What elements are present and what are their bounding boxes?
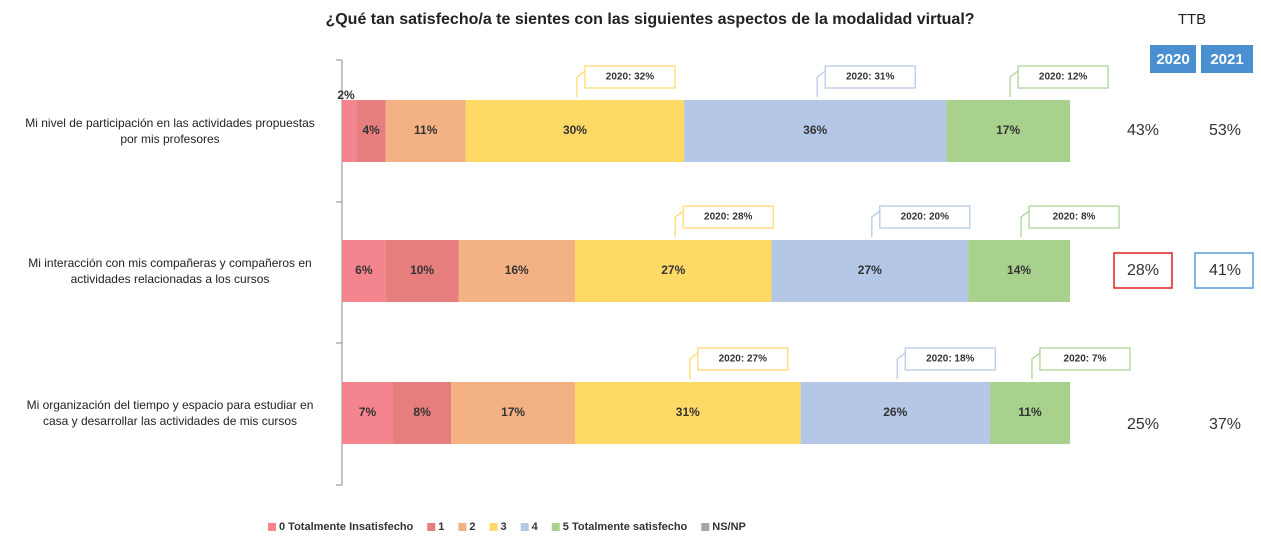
legend-label: 1	[438, 521, 444, 533]
callout-box	[1039, 347, 1131, 371]
bar-segment	[342, 382, 393, 444]
data-label: 27%	[661, 263, 685, 277]
data-label: 6%	[355, 263, 373, 277]
ttb-title: TTB	[1178, 11, 1206, 28]
callout-connector	[816, 70, 826, 97]
callout-text: 2020: 27%	[719, 354, 767, 365]
legend-label: 5 Totalmente satisfecho	[563, 521, 688, 533]
data-label: 10%	[410, 263, 434, 277]
bar-segment	[385, 100, 466, 162]
bar-segment	[574, 382, 801, 444]
bar-segment	[342, 100, 357, 162]
ttb-header: 2021	[1210, 51, 1243, 68]
callout-text: 2020: 12%	[1039, 72, 1087, 83]
category-label: Mi interacción con mis compañeras y comp…	[28, 256, 312, 286]
callout-box	[697, 347, 789, 371]
bar-segment	[342, 240, 386, 302]
callout-box	[879, 205, 971, 229]
ttb-value: 53%	[1209, 122, 1241, 139]
callout-box	[904, 347, 996, 371]
category-label: Mi nivel de participación en las activid…	[25, 116, 315, 146]
callout-connector	[1009, 70, 1019, 97]
bar-segment	[385, 240, 459, 302]
callout-text: 2020: 20%	[901, 212, 949, 223]
legend-swatch	[458, 523, 467, 531]
ttb-value: 43%	[1127, 122, 1159, 139]
callout-connector	[689, 352, 699, 379]
bar-segment	[458, 240, 575, 302]
callout-box	[682, 205, 774, 229]
legend-swatch	[489, 523, 498, 531]
legend-label: NS/NP	[712, 521, 746, 533]
data-label: 11%	[414, 123, 438, 137]
ttb-value: 25%	[1127, 416, 1159, 433]
data-label: 26%	[883, 405, 907, 419]
legend-swatch	[427, 523, 436, 531]
bar-segment	[356, 100, 386, 162]
callout-text: 2020: 8%	[1053, 212, 1096, 223]
callout-text: 2020: 7%	[1064, 354, 1107, 365]
data-label: 31%	[676, 405, 700, 419]
data-label: 2%	[337, 88, 355, 102]
legend-label: 4	[532, 521, 539, 533]
legend-swatch	[701, 523, 710, 531]
data-label: 36%	[803, 123, 827, 137]
bar-segment	[574, 240, 772, 302]
callout-box	[1017, 65, 1109, 89]
legend-swatch	[268, 523, 276, 531]
ttb-header: 2020	[1156, 51, 1189, 68]
callout-text: 2020: 32%	[606, 72, 654, 83]
callout-connector	[674, 210, 684, 237]
ttb-value: 37%	[1209, 416, 1241, 433]
callout-connector	[896, 352, 906, 379]
data-label: 7%	[359, 405, 377, 419]
data-label: 11%	[1018, 405, 1042, 419]
legend-swatch	[551, 523, 560, 531]
highlight-box	[1194, 252, 1254, 289]
callout-text: 2020: 28%	[704, 212, 752, 223]
callout-text: 2020: 31%	[846, 72, 894, 83]
callout-box	[824, 65, 916, 89]
bar-segment	[451, 382, 575, 444]
category-label: Mi organización del tiempo y espacio par…	[26, 398, 314, 428]
data-label: 30%	[563, 123, 587, 137]
bar-segment	[684, 100, 947, 162]
legend-swatch	[520, 523, 529, 531]
legend-label: 3	[501, 521, 507, 533]
bar-segment	[946, 100, 1070, 162]
data-label: 4%	[362, 123, 380, 137]
ttb-value: 28%	[1127, 262, 1159, 279]
ttb-value: 41%	[1209, 262, 1241, 279]
data-label: 8%	[413, 405, 431, 419]
data-label: 17%	[501, 405, 525, 419]
bar-segment	[392, 382, 452, 444]
data-label: 14%	[1007, 263, 1031, 277]
ttb-header-cell	[1201, 45, 1253, 73]
bar-segment	[968, 240, 1070, 302]
data-label: 27%	[858, 263, 882, 277]
callout-text: 2020: 18%	[926, 354, 974, 365]
bar-segment	[771, 240, 969, 302]
bar-segment	[465, 100, 685, 162]
chart-title: ¿Qué tan satisfecho/a te sientes con las…	[325, 11, 974, 28]
callout-connector	[1020, 210, 1030, 237]
highlight-box	[1113, 252, 1173, 289]
bar-segment	[800, 382, 990, 444]
legend-label: 2	[469, 521, 475, 533]
bar-segment	[989, 382, 1070, 444]
data-label: 16%	[505, 263, 529, 277]
callout-box	[584, 65, 676, 89]
callout-connector	[1031, 352, 1041, 379]
legend-label: 0 Totalmente Insatisfecho	[279, 521, 414, 533]
callout-connector	[871, 210, 881, 237]
callout-box	[1028, 205, 1120, 229]
ttb-header-cell	[1150, 45, 1196, 73]
data-label: 17%	[996, 123, 1020, 137]
callout-connector	[576, 70, 586, 97]
